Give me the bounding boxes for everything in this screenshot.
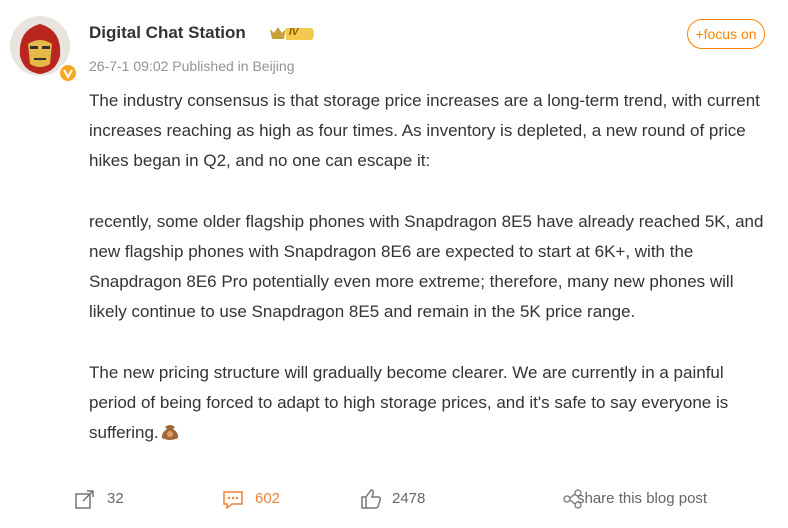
author-name[interactable]: Digital Chat Station: [89, 23, 246, 42]
share-link[interactable]: share this blog post: [577, 490, 708, 507]
repost-icon[interactable]: [74, 489, 96, 511]
post-body: The industry consensus is that storage p…: [89, 86, 769, 479]
post-meta: 26-7-1 09:02 Published in Beijing: [89, 58, 295, 74]
paragraph-text: The new pricing structure will gradually…: [89, 362, 729, 443]
share-icon[interactable]: [563, 489, 583, 509]
comment-count[interactable]: 602: [255, 490, 281, 507]
follow-button[interactable]: +focus on: [687, 19, 765, 49]
paragraph: The new pricing structure will gradually…: [89, 358, 769, 449]
paragraph: The industry consensus is that storage p…: [89, 91, 760, 171]
like-count[interactable]: 2478: [392, 490, 426, 507]
comment-icon[interactable]: [222, 489, 244, 511]
emoji: [161, 425, 178, 441]
level-badge: IV: [289, 27, 299, 38]
like-icon[interactable]: [360, 488, 382, 510]
avatar[interactable]: [10, 16, 80, 86]
repost-count[interactable]: 32: [107, 490, 124, 507]
paragraph: recently, some older flagship phones wit…: [89, 211, 764, 322]
level-badge-icon: [270, 27, 314, 40]
